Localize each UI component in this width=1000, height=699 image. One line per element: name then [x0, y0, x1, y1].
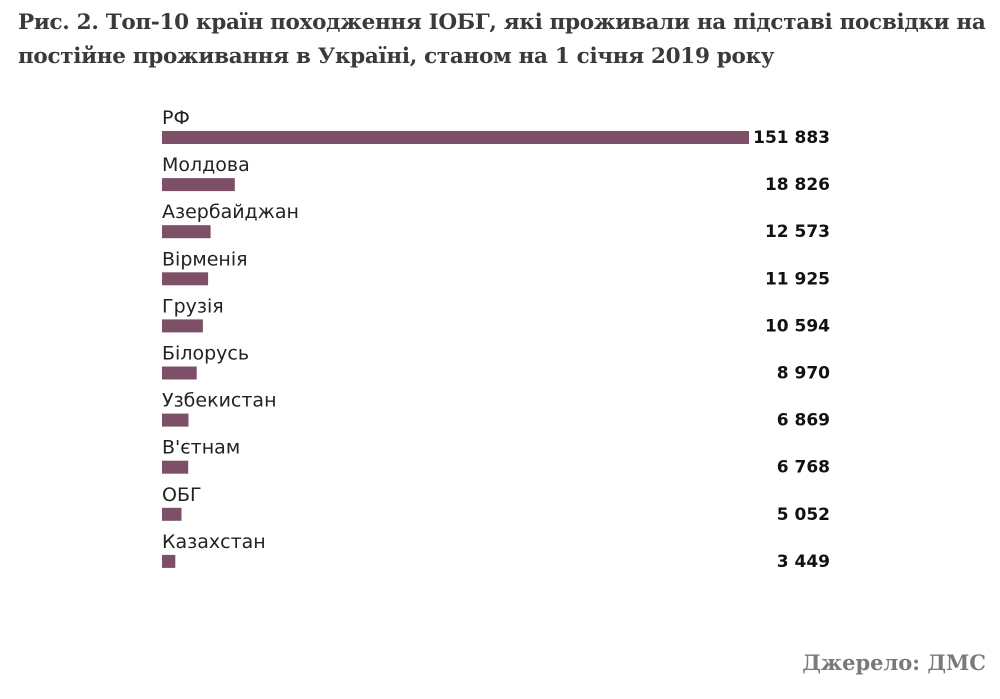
bar: [162, 319, 203, 333]
category-label: Азербайджан: [162, 201, 299, 223]
value-label: 6 768: [777, 458, 830, 478]
category-label: ОБГ: [162, 484, 202, 506]
bar: [162, 131, 749, 144]
source-note: Джерело: ДМС: [802, 650, 986, 675]
bar: [162, 366, 197, 380]
category-label: Вірменія: [162, 248, 248, 270]
value-label: 151 883: [753, 128, 830, 148]
chart-title: Рис. 2. Топ-10 країн походження ІОБГ, як…: [18, 10, 986, 69]
value-label: 12 573: [765, 222, 830, 242]
value-label: 18 826: [765, 175, 830, 195]
category-label: Узбекистан: [162, 390, 277, 412]
bar: [162, 272, 209, 286]
value-label: 11 925: [765, 269, 830, 289]
bar: [162, 507, 182, 521]
value-label: 10 594: [765, 316, 830, 336]
category-label: Молдова: [162, 154, 250, 176]
value-label: 3 449: [777, 552, 830, 572]
value-label: 8 970: [777, 364, 830, 384]
value-label: 6 869: [777, 411, 830, 431]
bar: [162, 225, 211, 239]
category-label: В'єтнам: [162, 437, 240, 459]
bar: [162, 178, 235, 192]
bar: [162, 554, 176, 568]
value-label: 5 052: [777, 505, 830, 525]
category-label: Казахстан: [162, 531, 266, 553]
category-label: Грузія: [162, 295, 224, 317]
bar: [162, 460, 189, 474]
bar: [162, 413, 189, 427]
category-label: Білорусь: [162, 343, 249, 365]
category-label: РФ: [162, 107, 190, 129]
